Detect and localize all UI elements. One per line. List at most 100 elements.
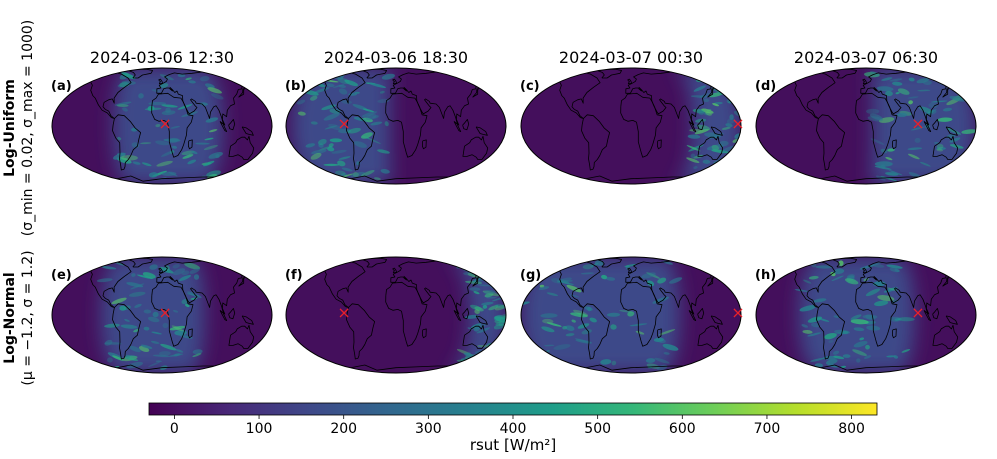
cloud-streak: [338, 156, 351, 160]
cloud-streak: [124, 318, 130, 322]
cloud-streak: [896, 112, 908, 117]
cloud-streak: [124, 356, 139, 362]
cloud-streak: [833, 315, 840, 318]
coastline: [945, 126, 958, 136]
cloud-streak: [802, 329, 813, 334]
cloud-streak: [624, 264, 637, 267]
cloud-streak: [138, 93, 144, 99]
cloud-streak: [606, 312, 621, 317]
cloud-streak: [570, 312, 588, 318]
location-marker-icon: ×: [158, 114, 171, 133]
cloud-streak: [720, 74, 725, 79]
cloud-streak: [694, 75, 707, 78]
cloud-streak: [203, 144, 218, 151]
cloud-streak: [311, 149, 327, 155]
coastline: [816, 114, 845, 171]
cloud-streak: [958, 158, 965, 163]
cloud-streak: [710, 169, 724, 175]
colorbar-tick-label: 400: [500, 421, 527, 437]
cloud-streak: [719, 163, 735, 170]
map-panel: × (c): [520, 67, 745, 185]
cloud-streak: [910, 126, 925, 131]
coastline: [74, 261, 132, 308]
cloud-streak: [867, 116, 883, 122]
day-side: [521, 257, 680, 373]
cloud-streak: [147, 105, 155, 112]
map-panels: × (a) × (b) × (c) × (d) × (e) × (f) × (g) × (h): [51, 67, 977, 374]
cloud-streak: [878, 117, 895, 123]
coastline: [256, 345, 266, 355]
cloud-streak: [119, 305, 127, 311]
cloud-streak: [897, 88, 910, 95]
cloud-streak: [799, 305, 816, 312]
cloud-streak: [474, 309, 480, 314]
cloud-streak: [917, 89, 931, 92]
cloud-streak: [131, 273, 136, 277]
map-panel: × (b): [285, 67, 507, 185]
coastline: [932, 324, 959, 349]
panel-label: (a): [51, 79, 72, 94]
cloud-streak: [465, 363, 483, 372]
cloud-streak: [338, 88, 348, 95]
cloud-streak: [142, 272, 156, 279]
cloud-streak: [318, 138, 327, 146]
cloud-streak: [469, 287, 481, 292]
cloud-streak: [686, 145, 701, 152]
cloud-streak: [641, 272, 656, 279]
map-field: [521, 68, 741, 184]
cloud-streak: [466, 352, 471, 355]
cloud-streak: [483, 364, 492, 369]
cloud-streak: [101, 265, 117, 270]
cloud-streak: [305, 143, 316, 148]
colorbar-gradient: [148, 402, 878, 416]
cloud-streak: [669, 277, 683, 284]
coastline: [620, 281, 663, 347]
cloud-streak: [885, 157, 893, 161]
cloud-streak: [155, 360, 162, 363]
coastline: [657, 328, 662, 339]
cloud-streak: [309, 95, 318, 101]
cloud-streak: [709, 73, 719, 78]
map-border: [520, 256, 742, 374]
cloud-streak: [611, 360, 617, 366]
cloud-streak: [722, 160, 735, 166]
cloud-streak: [949, 137, 961, 143]
cloud-streak: [711, 144, 719, 151]
cloud-streak: [717, 77, 729, 83]
cloud-streak: [934, 141, 939, 145]
cloud-streak: [853, 341, 868, 348]
map-field: [756, 257, 976, 373]
colorbar-ticks: 0 100 200 300 400 500 600 700 800: [170, 415, 865, 437]
cloud-streak: [184, 262, 201, 270]
cloud-streak: [121, 80, 136, 85]
cloud-streak: [538, 286, 550, 291]
cloud-streak: [715, 173, 723, 180]
panel-label: (c): [520, 79, 540, 94]
cloud-streak: [563, 279, 573, 283]
cloud-streak: [961, 129, 976, 134]
cloud-streak: [191, 150, 198, 155]
colorbar-tick-label: 800: [838, 421, 865, 437]
cloud-streak: [853, 327, 865, 332]
cloud-streak: [610, 324, 617, 330]
cloud-streak: [482, 353, 490, 359]
cloud-streak: [361, 111, 378, 118]
coastline: [156, 259, 255, 315]
location-marker-icon: ×: [911, 114, 924, 133]
cloud-streak: [381, 73, 395, 80]
panel-label: (b): [285, 79, 306, 94]
colorbar-label: rsut [W/m²]: [470, 436, 556, 454]
coastline: [390, 70, 489, 126]
coastline: [625, 259, 724, 315]
cloud-streak: [908, 100, 913, 105]
cloud-streak: [551, 264, 557, 269]
panel-label: (d): [755, 79, 776, 94]
coastline: [932, 119, 940, 131]
cloud-streak: [178, 274, 192, 282]
cloud-streak: [725, 123, 733, 128]
coastline: [475, 126, 488, 136]
cloud-streak: [323, 113, 340, 121]
cloud-streak: [833, 355, 845, 360]
coastline: [390, 259, 489, 315]
cloud-streak: [177, 73, 186, 78]
